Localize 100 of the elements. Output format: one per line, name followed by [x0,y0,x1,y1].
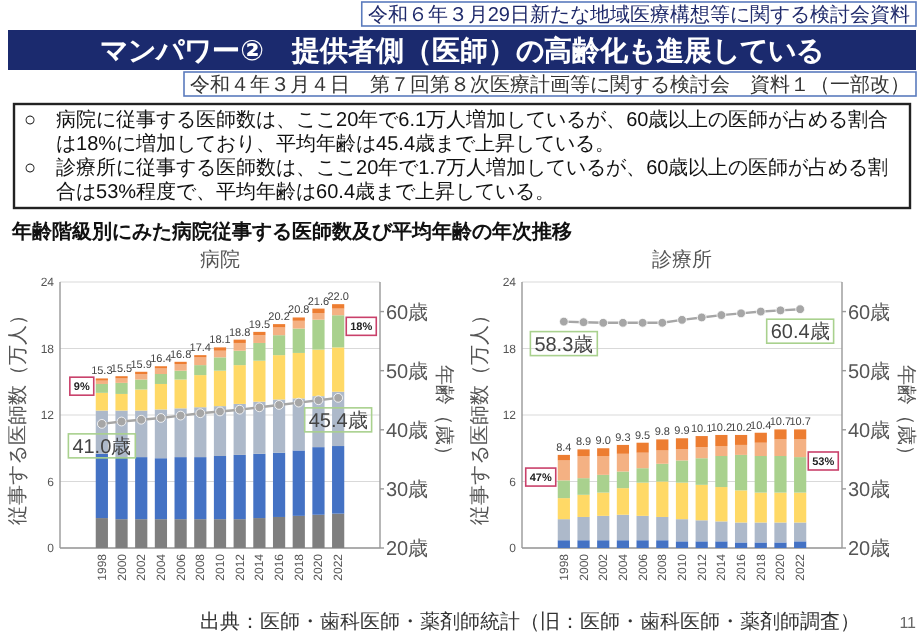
bar [636,468,649,483]
text: 令和６年３月29日新たな地域医療構想等に関する検討会資料 [367,3,910,27]
bar [715,487,728,522]
bar [292,320,305,329]
point [333,393,343,403]
bar [794,429,807,440]
point [775,305,786,316]
bar [695,520,708,542]
bar [656,463,669,482]
point [234,404,245,415]
bar [774,492,787,523]
y2-tick-label: 30歳 [848,477,891,502]
point [97,419,107,429]
bar [636,515,649,541]
bar [213,456,227,520]
bar [616,514,630,541]
bar [577,516,590,541]
point [736,308,746,319]
bar [616,453,630,472]
bar [292,450,305,516]
bar [794,492,807,523]
bar [272,355,286,400]
bar [115,393,128,411]
bar [794,457,807,493]
y2-tick-label: 40歳 [386,418,429,443]
bar [675,482,689,520]
bar [154,519,168,548]
text: 年齢階級別にみた病院従事する医師数及び平均年齢の年次推移 [10,220,572,244]
data-label: 58.3歳 [534,332,594,357]
bar [292,352,305,399]
bar [253,453,266,519]
point [657,317,668,328]
bar [597,456,610,475]
bar [597,474,610,493]
data-label: 60.4歳 [770,320,830,345]
bar [656,516,669,541]
text: ○ 病院に従事する医師数は、ここ20年で6.1万人増加しているが、60歳以上の医師が占める割合は18%に増加しており、平均年齢は45.4歳まで上昇している。 [24,108,889,156]
point [274,400,284,410]
y2-tick-label: 20歳 [386,537,429,561]
point [254,402,265,413]
bar [754,432,767,443]
bar [154,383,168,410]
bar [174,364,187,371]
point [195,408,206,419]
bar [312,349,325,397]
bar [95,453,108,519]
bar [597,492,610,516]
bar [695,447,708,459]
bar [656,481,669,517]
bar [233,519,246,548]
point [578,317,589,327]
bar [272,327,286,336]
bar [154,368,168,374]
bar [115,457,128,520]
bar [734,522,748,543]
bar [616,444,630,454]
bar [616,471,630,489]
bar [312,313,325,320]
bar [233,365,246,404]
y2-tick-label: 20歳 [848,537,891,561]
bar [734,542,748,548]
bar [734,454,748,491]
bar [577,494,590,517]
bar [577,456,590,479]
bar [213,519,227,548]
bar [194,375,207,408]
bar [194,365,207,376]
bar [135,389,148,411]
bar [715,541,728,548]
bar [233,342,246,351]
bar [774,439,787,457]
bar [135,373,148,380]
bar [292,515,305,548]
bar [675,438,689,450]
bar [715,446,728,457]
y2-tick-label: 60歳 [386,300,429,325]
bar [774,542,787,548]
bar [135,379,148,390]
point [637,317,648,328]
bar [794,541,807,548]
bar [577,478,590,495]
bar [312,447,325,515]
bar [774,429,787,440]
bar [312,319,325,350]
bar [194,457,207,520]
bar [675,519,689,542]
point [175,410,186,421]
bar [577,449,590,457]
bar [616,488,630,515]
bar [675,449,689,461]
bar [774,522,787,543]
bar [557,540,570,548]
bar [577,540,590,548]
bar [734,444,748,455]
bar [695,436,708,448]
bar [754,456,767,493]
bar [174,370,187,380]
bar [675,541,689,548]
text: 令和４年３月４日 第７回第８次医療計画等に関する検討会 資料１（一部改） [190,73,910,97]
y2-axis-title: 年齢（歳） [432,365,456,465]
